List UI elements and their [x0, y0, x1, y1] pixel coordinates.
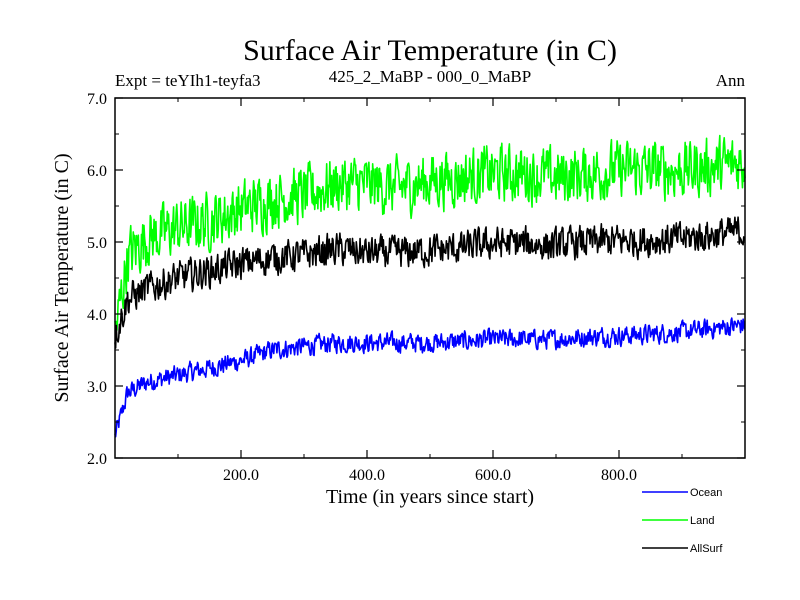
- y-tick-label: 3.0: [87, 379, 107, 396]
- legend-label-ocean: Ocean: [690, 487, 722, 499]
- subtitle-center: 425_2_MaBP - 000_0_MaBP: [329, 67, 531, 86]
- chart-title: Surface Air Temperature (in C): [243, 34, 617, 67]
- subtitle-right: Ann: [716, 71, 746, 90]
- y-tick-label: 5.0: [87, 235, 107, 252]
- series-line-land: [114, 134, 746, 331]
- legend: Ocean Land AllSurf: [642, 487, 723, 555]
- series-line-ocean: [114, 317, 746, 438]
- axes-layer: 2.0 3.0 4.0 5.0 6.0 7.0 200.0 400.0 600.0 800.0: [87, 91, 745, 484]
- plot-frame: [114, 97, 746, 459]
- legend-label-land: Land: [690, 515, 714, 527]
- y-tick-label: 7.0: [87, 91, 107, 108]
- series-layer: [114, 134, 746, 438]
- y-tick-label: 4.0: [87, 307, 107, 324]
- x-tick-label: 800.0: [601, 467, 637, 484]
- series-line-allsurf: [114, 216, 746, 349]
- x-axis-label: Time (in years since start): [326, 486, 534, 508]
- y-tick-label: 6.0: [87, 163, 107, 180]
- subtitle-left: Expt = teYIh1-teyfa3: [115, 71, 261, 90]
- y-tick-label: 2.0: [87, 451, 107, 468]
- x-tick-label: 600.0: [475, 467, 511, 484]
- x-tick-label: 200.0: [223, 467, 259, 484]
- legend-label-allsurf: AllSurf: [690, 543, 723, 555]
- y-axis-label: Surface Air Temperature (in C): [51, 153, 73, 402]
- x-tick-label: 400.0: [349, 467, 385, 484]
